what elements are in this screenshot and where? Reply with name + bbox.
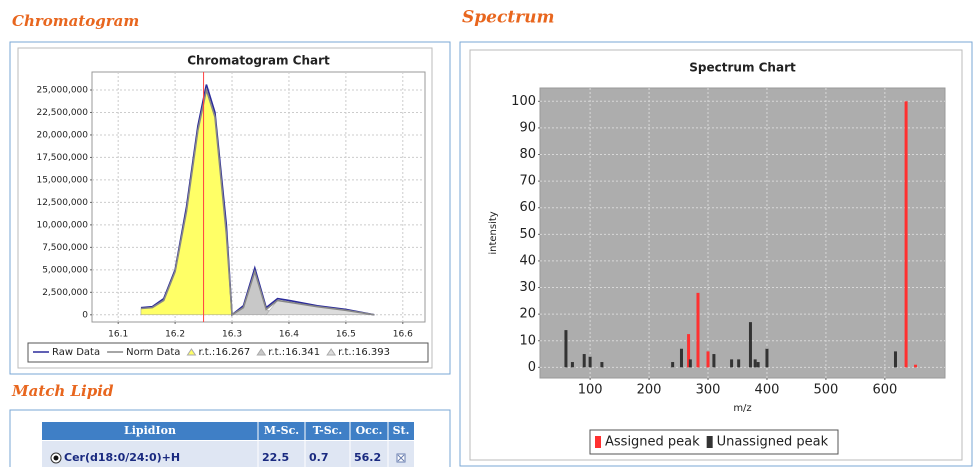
x-tick-label: 16.6 <box>393 330 413 340</box>
y-tick-label: 25,000,000 <box>36 85 88 95</box>
x-tick-label: 16.3 <box>222 330 242 340</box>
bar <box>600 362 604 368</box>
column-header: St. <box>393 424 410 437</box>
status-icon-cross <box>397 454 405 462</box>
bar <box>893 351 897 368</box>
bar <box>564 330 568 368</box>
bar <box>765 348 769 368</box>
column-header: Occ. <box>356 424 383 437</box>
y-tick-label: 2,500,000 <box>42 288 88 298</box>
x-axis-label: m/z <box>733 403 751 414</box>
legend-box <box>589 429 839 455</box>
bar <box>706 351 710 368</box>
x-tick-label: 16.1 <box>108 330 128 340</box>
y-tick-label: 0 <box>82 310 88 320</box>
table-row <box>42 441 414 467</box>
radio-dot <box>53 455 59 461</box>
table-header <box>42 422 414 440</box>
bar <box>904 101 908 368</box>
section-title: Chromatogram <box>12 12 139 30</box>
table-cell: 22.5 <box>262 451 289 464</box>
y-tick-label: 90 <box>519 120 536 135</box>
bar <box>730 359 734 368</box>
x-tick-label: 16.5 <box>336 330 356 340</box>
bar <box>737 359 741 368</box>
y-tick-label: 0 <box>528 360 536 375</box>
x-tick-label: 300 <box>696 383 721 398</box>
legend-label: Norm Data <box>126 347 180 358</box>
bar <box>582 354 586 368</box>
column-header: T-Sc. <box>313 424 342 437</box>
x-tick-label: 400 <box>755 383 780 398</box>
legend-label: Assigned peak <box>605 435 700 450</box>
bar <box>712 354 716 368</box>
line <box>140 86 375 317</box>
bar <box>570 362 574 368</box>
bar <box>687 334 691 368</box>
y-tick-label: 80 <box>519 147 536 162</box>
y-tick-label: 30 <box>519 280 536 295</box>
plot-area <box>539 87 946 379</box>
legend-label: r.t.:16.341 <box>268 347 320 358</box>
y-tick-label: 10,000,000 <box>36 220 88 230</box>
bar <box>753 359 757 368</box>
y-tick-label: 50 <box>519 227 536 242</box>
bar <box>914 364 918 368</box>
y-tick-label: 17,500,000 <box>36 153 88 163</box>
table-cell: 0.7 <box>309 451 329 464</box>
y-tick-label: 15,000,000 <box>36 175 88 185</box>
y-tick-label: 5,000,000 <box>42 265 88 275</box>
table: LipidIon M-Sc. T-Sc. Occ. St. Cer(d18:0/24:0)… <box>42 422 414 467</box>
legend-swatch <box>595 436 601 448</box>
chart-title: Spectrum Chart <box>689 61 796 75</box>
section-title: Match Lipid <box>11 382 114 400</box>
bar <box>696 292 700 368</box>
x-tick-label: 16.2 <box>165 330 185 340</box>
legend-label: Raw Data <box>52 347 100 358</box>
x-tick-label: 600 <box>872 383 897 398</box>
y-tick-label: 40 <box>519 253 536 268</box>
bar <box>748 322 752 368</box>
legend-box <box>27 342 429 363</box>
y-tick-label: 20,000,000 <box>36 130 88 140</box>
y-tick-label: 10 <box>519 333 536 348</box>
bar <box>671 362 675 368</box>
table-cell: 56.2 <box>354 451 381 464</box>
y-tick-label: 100 <box>511 94 536 109</box>
bar <box>756 362 760 368</box>
x-tick-label: 200 <box>637 383 662 398</box>
table-cell: Cer(d18:0/24:0)+H <box>64 451 180 464</box>
bar <box>679 348 683 368</box>
y-axis-label: intensity <box>488 211 499 254</box>
y-tick-label: 12,500,000 <box>36 198 88 208</box>
x-tick-label: 16.4 <box>279 330 299 340</box>
legend-swatch <box>186 348 197 356</box>
y-tick-label: 60 <box>519 200 536 215</box>
legend-swatch <box>706 436 713 448</box>
legend-label: r.t.:16.393 <box>338 347 390 358</box>
bar <box>588 356 592 368</box>
bar <box>688 359 692 368</box>
legend-label: r.t.:16.267 <box>198 347 250 358</box>
section-title: Spectrum <box>462 8 555 28</box>
y-tick-label: 70 <box>519 174 536 189</box>
y-tick-label: 20 <box>519 307 536 322</box>
y-tick-label: 7,500,000 <box>42 243 88 253</box>
legend-swatch <box>326 348 337 356</box>
x-tick-label: 100 <box>578 383 603 398</box>
x-tick-label: 500 <box>814 383 839 398</box>
legend-label: Unassigned peak <box>717 435 829 450</box>
column-header: LipidIon <box>124 424 176 437</box>
chart-title: Chromatogram Chart <box>187 54 330 68</box>
legend-swatch <box>256 348 267 356</box>
column-header: M-Sc. <box>264 424 299 437</box>
y-tick-label: 22,500,000 <box>36 108 88 118</box>
